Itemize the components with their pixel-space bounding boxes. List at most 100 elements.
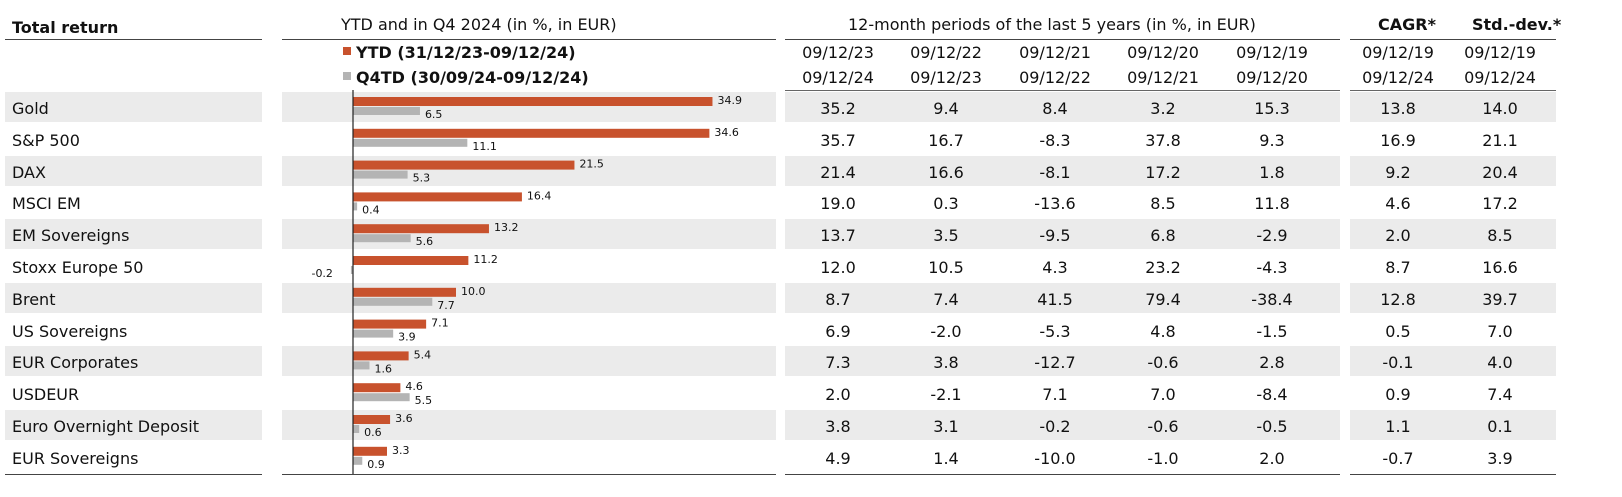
- rule-bottom-cagr: [1350, 474, 1556, 475]
- period-value: 11.8: [1254, 194, 1290, 214]
- period-value: 8.7: [825, 289, 851, 309]
- period-value: -1.0: [1147, 448, 1179, 468]
- row-band: [282, 346, 776, 377]
- period-value: 6.8: [1150, 226, 1176, 246]
- period-value: 19.0: [820, 194, 856, 214]
- ytd-bar: [353, 319, 427, 329]
- period-to-3: 09/12/22: [1019, 68, 1091, 87]
- cagr-value: 0.9: [1385, 385, 1411, 405]
- chart-title: YTD and in Q4 2024 (in %, in EUR): [341, 15, 617, 34]
- stddev-title: Std.-dev.*: [1472, 15, 1562, 34]
- row-band: [1350, 219, 1556, 250]
- period-value: -38.4: [1251, 289, 1293, 309]
- cagr-value: 9.2: [1385, 162, 1411, 182]
- ytd-data-label: 13.2: [494, 221, 519, 234]
- cagr-value: 0.5: [1385, 321, 1411, 341]
- rule-bottom-chart: [282, 474, 776, 475]
- rule-total-return: [5, 39, 262, 40]
- period-value: -8.1: [1039, 162, 1071, 182]
- period-from-3: 09/12/21: [1019, 43, 1091, 62]
- period-value: -2.9: [1256, 226, 1288, 246]
- period-value: -0.6: [1147, 353, 1179, 373]
- period-value: 41.5: [1037, 289, 1073, 309]
- row-label: Gold: [12, 99, 49, 118]
- period-value: 3.1: [933, 417, 959, 436]
- cagr-value: 2.0: [1385, 226, 1411, 246]
- period-value: 35.2: [820, 99, 856, 118]
- cagr-title: CAGR*: [1378, 15, 1436, 34]
- period-value: 9.3: [1259, 130, 1285, 150]
- row-band: [1350, 282, 1556, 313]
- q4td-data-label: -0.2: [311, 267, 332, 280]
- rule-cagr-std: [1350, 39, 1556, 40]
- period-value: -8.3: [1039, 130, 1071, 150]
- ytd-bar: [353, 383, 401, 393]
- stddev-period-to: 09/12/24: [1464, 68, 1536, 87]
- ytd-data-label: 7.1: [431, 317, 449, 330]
- ytd-bar: [353, 415, 391, 424]
- period-value: 3.2: [1150, 99, 1176, 118]
- row-label: Brent: [12, 289, 56, 309]
- cagr-period-from: 09/12/19: [1362, 43, 1434, 62]
- period-value: 3.8: [933, 353, 959, 373]
- period-value: 21.4: [820, 162, 856, 182]
- row-band: [785, 346, 1340, 377]
- legend-q4td-label: Q4TD (30/09/24-09/12/24): [356, 68, 589, 87]
- legend-ytd-swatch: [343, 47, 351, 55]
- q4td-bar: [353, 361, 370, 370]
- ytd-data-label: 3.3: [392, 444, 410, 457]
- ytd-bar: [353, 97, 713, 106]
- ytd-bar: [353, 224, 489, 234]
- ytd-data-label: 34.9: [717, 94, 742, 107]
- cagr-value: 4.6: [1385, 194, 1411, 214]
- row-band: [5, 282, 262, 313]
- period-value: 8.4: [1042, 99, 1068, 118]
- q4td-data-label: 11.1: [472, 140, 497, 153]
- stddev-value: 4.0: [1487, 353, 1513, 373]
- ytd-bar: [353, 128, 710, 138]
- stddev-value: 7.0: [1487, 321, 1513, 341]
- legend-ytd-label: YTD (31/12/23-09/12/24): [356, 43, 576, 62]
- period-value: 4.3: [1042, 258, 1068, 277]
- period-value: 1.4: [933, 448, 959, 468]
- period-value: 4.8: [1150, 321, 1176, 341]
- ytd-bar: [353, 351, 409, 361]
- row-band: [785, 155, 1340, 186]
- stddev-value: 20.4: [1482, 162, 1518, 182]
- period-value: 9.4: [933, 99, 959, 118]
- period-value: -4.3: [1256, 258, 1288, 277]
- stddev-value: 14.0: [1482, 99, 1518, 118]
- bar-chart: 34.9 6.5 34.6 11.1 21.5 5.3 16.4 0.4 13.2 5.6 11.2…: [311, 90, 742, 474]
- cagr-value: 12.8: [1380, 289, 1416, 309]
- period-from-1: 09/12/23: [802, 43, 874, 62]
- period-value: 37.8: [1145, 130, 1181, 150]
- period-to-5: 09/12/20: [1236, 68, 1308, 87]
- q4td-bar: [353, 107, 420, 115]
- q4td-bar: [353, 138, 468, 147]
- q4td-bar: [353, 297, 433, 306]
- row-label: USDEUR: [12, 385, 80, 405]
- row-band: [785, 282, 1340, 313]
- q4td-bar: [353, 425, 360, 433]
- ytd-data-label: 3.6: [395, 412, 413, 425]
- period-from-4: 09/12/20: [1127, 43, 1199, 62]
- period-to-4: 09/12/21: [1127, 68, 1199, 87]
- rule-bottom-periods: [785, 474, 1340, 475]
- row-band: [1350, 410, 1556, 440]
- ytd-bar: [353, 446, 387, 456]
- period-from-5: 09/12/19: [1236, 43, 1308, 62]
- row-label: Euro Overnight Deposit: [12, 417, 199, 436]
- total-return-heading: Total return: [12, 18, 119, 37]
- period-value: -10.0: [1034, 448, 1076, 468]
- cagr-value: 13.8: [1380, 99, 1416, 118]
- stddev-value: 21.1: [1482, 130, 1518, 150]
- q4td-bar: [353, 234, 411, 243]
- stddev-value: 3.9: [1487, 448, 1513, 468]
- row-band: [5, 410, 262, 440]
- period-value: 8.5: [1150, 194, 1176, 214]
- q4td-data-label: 6.5: [425, 108, 443, 121]
- stddev-value: 0.1: [1487, 417, 1513, 436]
- row-band: [785, 410, 1340, 440]
- period-value: 2.8: [1259, 353, 1285, 373]
- q4td-data-label: 1.6: [374, 362, 392, 375]
